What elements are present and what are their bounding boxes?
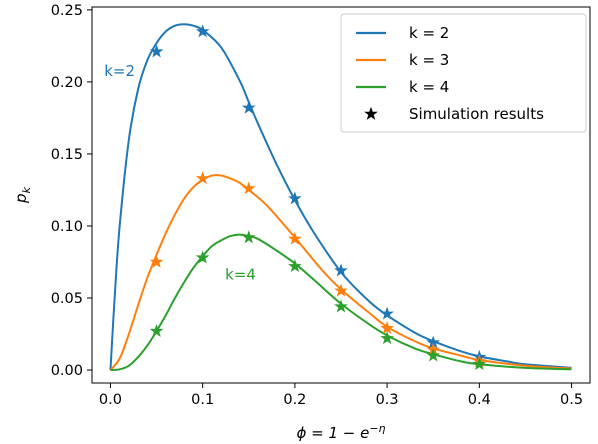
x-tick-label: 0.1 xyxy=(191,392,214,408)
series-line-k3 xyxy=(109,174,572,371)
y-tick-label: 0.00 xyxy=(51,363,83,379)
simulation-marker xyxy=(426,348,441,362)
axis-labels: ϕ = 1 − e−η pk xyxy=(12,186,386,442)
x-tick-label: 0.4 xyxy=(468,392,491,408)
y-axis-label-subscript: k xyxy=(20,186,33,193)
legend-label: k = 2 xyxy=(409,24,449,42)
simulation-marker xyxy=(380,321,394,335)
simulation-marker xyxy=(195,171,210,185)
legend-label: Simulation results xyxy=(409,105,544,123)
y-axis-label: pk xyxy=(12,186,33,204)
series-line-k2 xyxy=(109,23,572,371)
simulation-marker xyxy=(149,323,164,337)
annotation-label: k=4 xyxy=(225,265,256,283)
legend-star-icon xyxy=(364,106,378,120)
simulation-marker xyxy=(334,299,348,313)
x-axis-label-superscript: −η xyxy=(369,422,385,435)
simulation-marker xyxy=(195,24,210,38)
simulation-marker xyxy=(380,331,394,345)
annotations: k=2 k=4 xyxy=(104,62,256,283)
simulation-marker xyxy=(288,259,302,273)
legend: k = 2 k = 3 k = 4 Simulation results xyxy=(340,13,587,133)
simulation-marker xyxy=(288,191,302,205)
plot-frame xyxy=(91,6,591,384)
x-axis-label-main: ϕ = 1 − e xyxy=(296,424,369,442)
simulation-marker xyxy=(149,44,164,58)
x-tick-label: 0.3 xyxy=(376,392,399,408)
y-tick-label: 0.25 xyxy=(51,3,83,19)
x-axis-label: ϕ = 1 − e−η xyxy=(296,422,385,442)
simulation-marker xyxy=(241,100,256,114)
y-tick-label: 0.20 xyxy=(51,75,83,91)
simulation-marker xyxy=(241,230,256,244)
simulation-marker xyxy=(334,263,348,277)
x-tick-label: 0.5 xyxy=(560,392,583,408)
simulation-marker xyxy=(195,250,210,264)
simulation-marker xyxy=(380,306,394,320)
y-tick-label: 0.05 xyxy=(51,291,83,307)
x-tick-label: 0.0 xyxy=(99,392,122,408)
y-axis-label-main: p xyxy=(12,193,30,204)
simulation-markers xyxy=(149,24,487,371)
legend-box xyxy=(340,13,587,133)
y-tick-label: 0.10 xyxy=(51,219,83,235)
simulation-marker xyxy=(472,357,487,371)
legend-label: k = 3 xyxy=(409,51,449,69)
legend-label: k = 4 xyxy=(409,78,449,96)
annotation-label: k=2 xyxy=(104,62,135,80)
simulation-marker xyxy=(149,254,164,268)
axis-ticks: 0.0 0.1 0.2 0.3 0.4 0.5 0.00 0.05 0.10 0.15 0.20 0.… xyxy=(51,3,583,408)
simulation-marker xyxy=(334,283,348,297)
simulation-marker xyxy=(241,181,256,195)
simulation-marker xyxy=(288,231,302,245)
y-tick-label: 0.15 xyxy=(51,147,83,163)
x-tick-label: 0.2 xyxy=(283,392,306,408)
